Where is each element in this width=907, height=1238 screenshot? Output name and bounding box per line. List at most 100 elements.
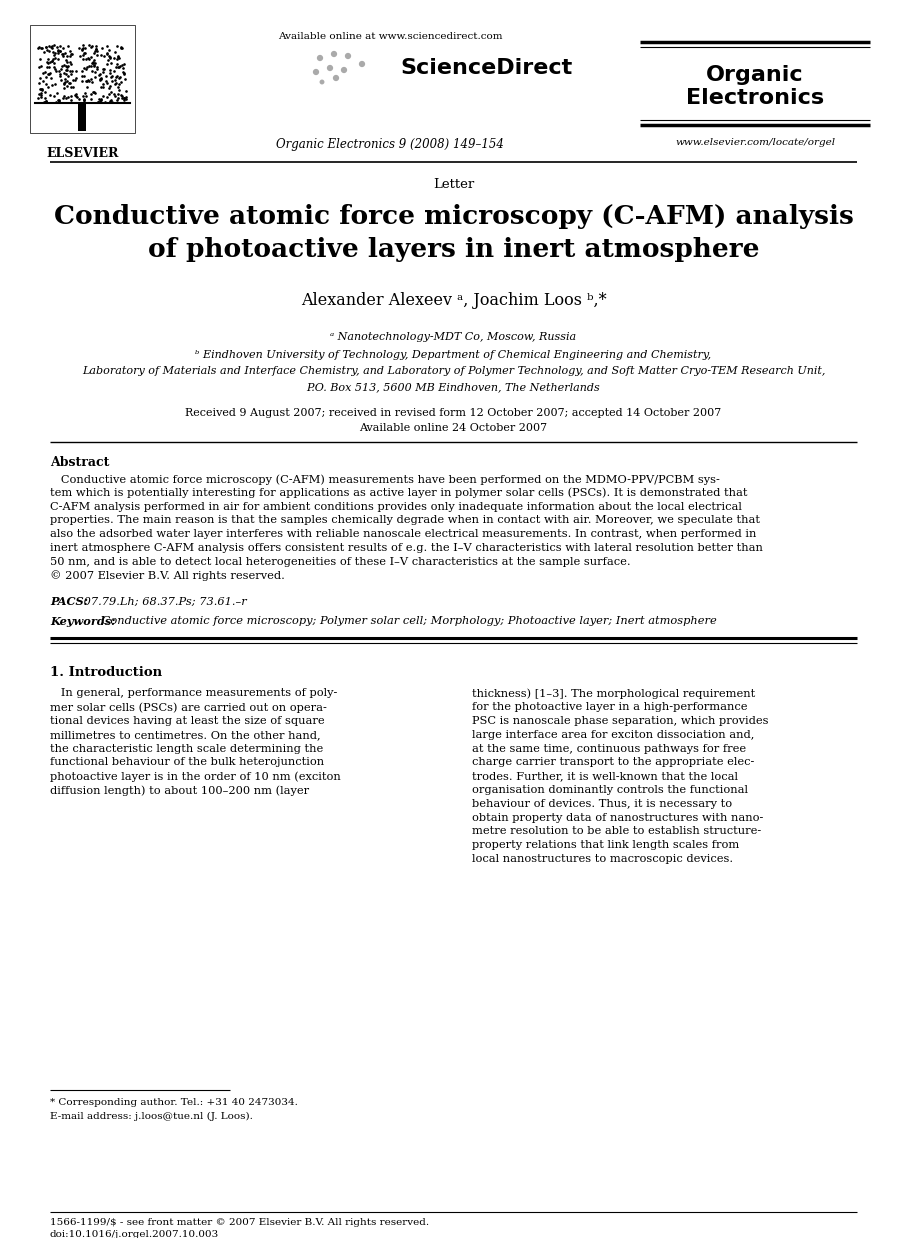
Point bbox=[113, 72, 128, 92]
Point bbox=[84, 53, 99, 73]
Point bbox=[84, 89, 99, 109]
Text: ScienceDirect: ScienceDirect bbox=[400, 58, 572, 78]
Point bbox=[39, 92, 54, 111]
Point bbox=[63, 46, 77, 66]
Text: E-mail address: j.loos@tue.nl (J. Loos).: E-mail address: j.loos@tue.nl (J. Loos). bbox=[50, 1112, 253, 1122]
Point bbox=[106, 84, 121, 104]
Point bbox=[37, 88, 52, 108]
Point bbox=[64, 90, 79, 110]
Point bbox=[38, 62, 53, 82]
Point bbox=[83, 84, 98, 104]
Text: ᵇ Eindhoven University of Technology, Department of Chemical Engineering and Che: ᵇ Eindhoven University of Technology, De… bbox=[195, 350, 712, 360]
Point bbox=[47, 45, 62, 64]
Point bbox=[61, 36, 75, 56]
Point bbox=[85, 52, 100, 72]
Point bbox=[77, 93, 92, 113]
Point bbox=[56, 78, 71, 98]
Text: 07.79.Lh; 68.37.Ps; 73.61.–r: 07.79.Lh; 68.37.Ps; 73.61.–r bbox=[80, 597, 247, 607]
Bar bbox=[30, 25, 135, 132]
Text: tem which is potentially interesting for applications as active layer in polymer: tem which is potentially interesting for… bbox=[50, 488, 747, 499]
Point bbox=[99, 66, 113, 85]
Point bbox=[57, 54, 72, 74]
Point bbox=[90, 41, 104, 61]
Point bbox=[114, 38, 129, 58]
Point bbox=[95, 77, 110, 97]
Point bbox=[76, 87, 91, 106]
Text: Organic: Organic bbox=[707, 66, 804, 85]
Point bbox=[95, 59, 110, 79]
Point bbox=[87, 83, 102, 103]
Text: PACS:: PACS: bbox=[50, 597, 92, 608]
Point bbox=[117, 90, 132, 110]
Point bbox=[79, 50, 93, 69]
Point bbox=[95, 87, 110, 106]
Point bbox=[76, 43, 91, 63]
Text: behaviour of devices. Thus, it is necessary to: behaviour of devices. Thus, it is necess… bbox=[472, 799, 732, 808]
Point bbox=[31, 38, 45, 58]
Text: In general, performance measurements of poly-: In general, performance measurements of … bbox=[50, 688, 337, 698]
Point bbox=[83, 57, 97, 77]
Point bbox=[63, 77, 78, 97]
Point bbox=[102, 76, 117, 95]
Point bbox=[95, 74, 110, 94]
Point bbox=[90, 57, 104, 77]
Point bbox=[111, 46, 125, 66]
Point bbox=[55, 43, 70, 63]
Point bbox=[41, 77, 55, 97]
Point bbox=[46, 85, 61, 105]
Point bbox=[87, 43, 102, 63]
Point bbox=[39, 52, 54, 72]
Point bbox=[77, 66, 92, 85]
Point bbox=[77, 89, 92, 109]
Point bbox=[119, 87, 133, 106]
Point bbox=[41, 64, 55, 84]
Point bbox=[78, 59, 93, 79]
Point bbox=[51, 41, 65, 61]
Text: Laboratory of Materials and Interface Chemistry, and Laboratory of Polymer Techn: Laboratory of Materials and Interface Ch… bbox=[82, 366, 825, 376]
Point bbox=[36, 63, 51, 83]
Ellipse shape bbox=[317, 54, 323, 61]
Point bbox=[39, 37, 54, 57]
Point bbox=[114, 54, 129, 74]
Point bbox=[46, 36, 61, 56]
Point bbox=[42, 36, 56, 56]
Point bbox=[54, 45, 69, 64]
Point bbox=[84, 56, 99, 76]
Point bbox=[51, 41, 65, 61]
Text: at the same time, continuous pathways for free: at the same time, continuous pathways fo… bbox=[472, 744, 746, 754]
Point bbox=[61, 87, 75, 106]
Point bbox=[91, 93, 105, 113]
Point bbox=[59, 61, 73, 80]
Point bbox=[111, 57, 125, 77]
Point bbox=[77, 83, 92, 103]
Ellipse shape bbox=[333, 74, 339, 82]
Point bbox=[35, 72, 50, 92]
Point bbox=[52, 61, 66, 80]
Point bbox=[31, 88, 45, 108]
Point bbox=[73, 89, 87, 109]
Point bbox=[75, 72, 90, 92]
Point bbox=[34, 83, 48, 103]
Point bbox=[65, 61, 80, 80]
Point bbox=[107, 48, 122, 68]
Point bbox=[102, 47, 117, 67]
Point bbox=[34, 38, 49, 58]
Point bbox=[59, 88, 73, 108]
Point bbox=[110, 54, 124, 74]
Point bbox=[79, 85, 93, 105]
Point bbox=[112, 74, 126, 94]
Point bbox=[92, 66, 106, 85]
Point bbox=[60, 59, 74, 79]
Point bbox=[85, 36, 100, 56]
Point bbox=[119, 80, 133, 100]
Point bbox=[65, 43, 80, 63]
Point bbox=[89, 58, 103, 78]
Point bbox=[42, 41, 56, 61]
Text: inert atmosphere C-AFM analysis offers consistent results of e.g. the I–V charac: inert atmosphere C-AFM analysis offers c… bbox=[50, 543, 763, 553]
Point bbox=[80, 77, 94, 97]
Point bbox=[44, 51, 59, 71]
Text: Received 9 August 2007; received in revised form 12 October 2007; accepted 14 Oc: Received 9 August 2007; received in revi… bbox=[185, 409, 722, 418]
Point bbox=[79, 71, 93, 90]
Text: Conductive atomic force microscopy (C-AFM) analysis: Conductive atomic force microscopy (C-AF… bbox=[54, 204, 853, 229]
Point bbox=[87, 50, 102, 69]
